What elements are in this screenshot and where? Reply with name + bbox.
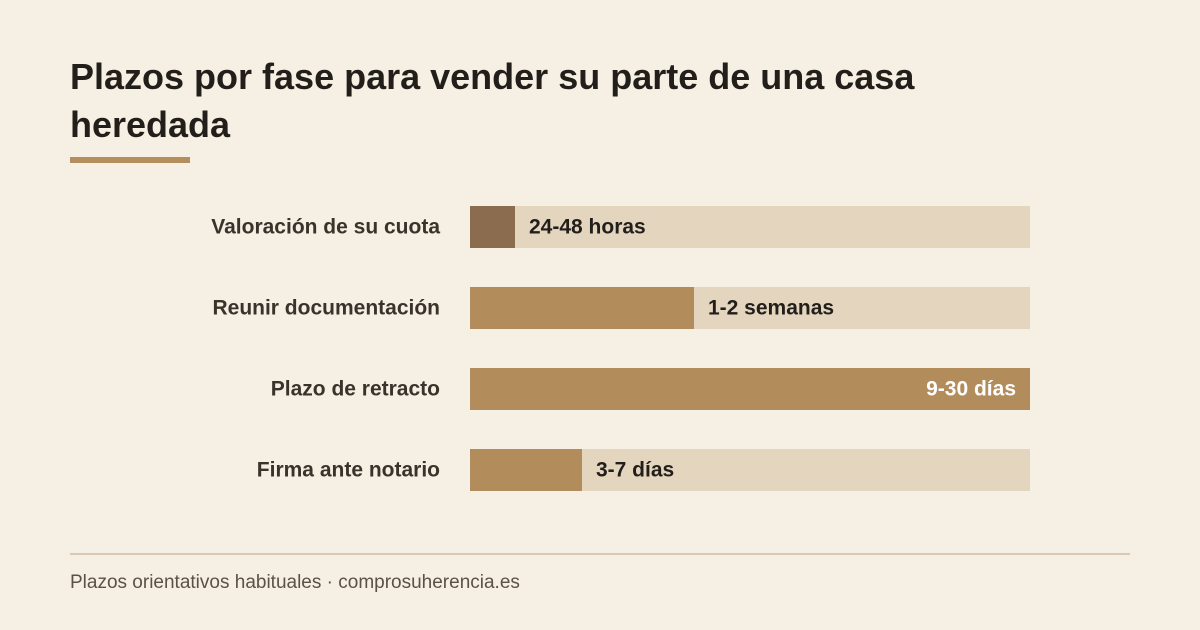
title-accent-rule: [70, 157, 190, 163]
footer-note: Plazos orientativos habituales · compros…: [70, 572, 520, 593]
category-label: Plazo de retracto: [271, 378, 440, 401]
data-label: 24-48 horas: [529, 216, 646, 239]
chart-title: Plazos por fase para vender su parte de …: [70, 56, 915, 145]
category-label: Reunir documentación: [212, 297, 440, 320]
bar-row: Reunir documentación 1-2 semanas: [212, 287, 1030, 329]
bar: [470, 287, 694, 329]
bar-row: Plazo de retracto 9-30 días: [271, 368, 1030, 410]
category-label: Valoración de su cuota: [211, 216, 440, 239]
data-label: 9-30 días: [926, 378, 1016, 401]
bar: [470, 449, 582, 491]
bar: [470, 368, 1030, 410]
footer-divider: [70, 553, 1130, 555]
bar-row: Firma ante notario 3-7 días: [257, 449, 1030, 491]
category-label: Firma ante notario: [257, 459, 440, 482]
bar: [470, 206, 515, 248]
data-label: 3-7 días: [596, 459, 674, 482]
data-label: 1-2 semanas: [708, 297, 834, 320]
bar-track: [470, 206, 1030, 248]
bar-row: Valoración de su cuota 24-48 horas: [211, 206, 1030, 248]
